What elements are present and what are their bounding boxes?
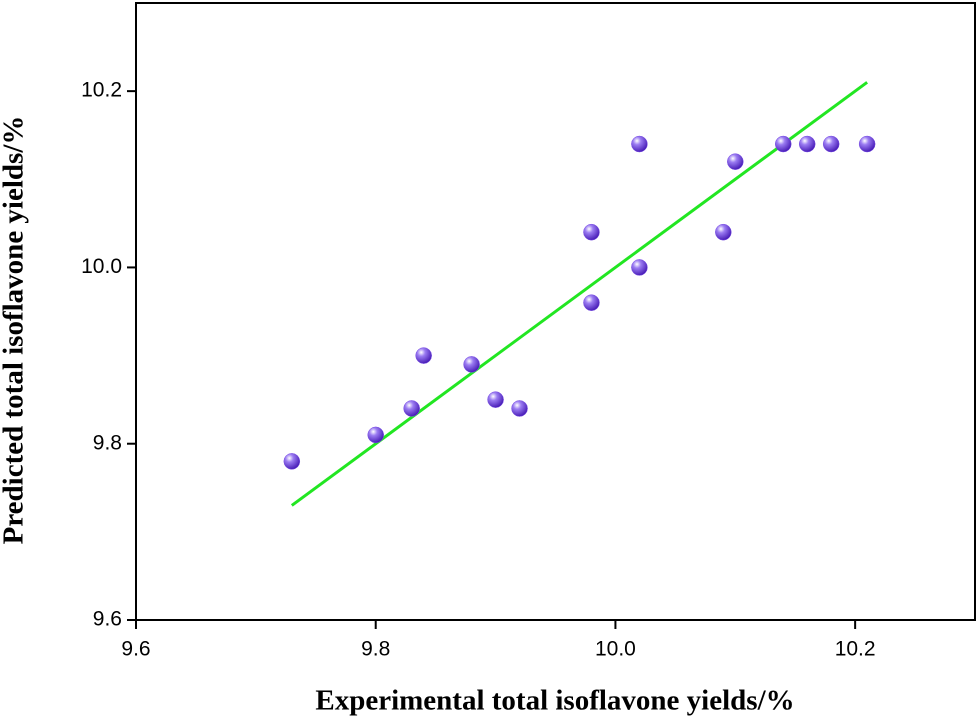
data-point bbox=[283, 453, 301, 470]
data-point bbox=[583, 294, 600, 311]
plot-frame bbox=[135, 2, 976, 621]
data-point bbox=[403, 400, 420, 417]
x-tick-label: 10.0 bbox=[595, 638, 636, 661]
x-tick-label: 9.8 bbox=[361, 638, 390, 661]
data-point bbox=[727, 153, 744, 170]
data-point bbox=[415, 347, 432, 364]
data-point bbox=[463, 356, 480, 373]
y-tick-label: 10.0 bbox=[81, 255, 122, 278]
data-point bbox=[583, 223, 600, 241]
data-point bbox=[367, 426, 384, 444]
x-axis-label: Experimental total isoflavone yields/% bbox=[315, 685, 794, 717]
x-tick-label: 9.6 bbox=[121, 638, 150, 661]
data-point bbox=[487, 391, 504, 408]
data-point bbox=[774, 135, 792, 153]
data-point bbox=[822, 135, 840, 153]
y-tick-label: 10.2 bbox=[81, 79, 122, 102]
y-tick-label: 9.8 bbox=[93, 431, 122, 454]
y-axis-label: Predicted total isoflavone yields/% bbox=[0, 116, 30, 545]
y-tick-label: 9.6 bbox=[93, 608, 122, 631]
data-point bbox=[858, 135, 876, 153]
data-point bbox=[798, 135, 816, 153]
data-point bbox=[511, 400, 528, 417]
fit-line bbox=[290, 81, 869, 507]
data-point bbox=[631, 135, 648, 153]
data-point bbox=[715, 223, 732, 241]
x-tick-label: 10.2 bbox=[835, 638, 876, 661]
data-point bbox=[631, 259, 648, 276]
